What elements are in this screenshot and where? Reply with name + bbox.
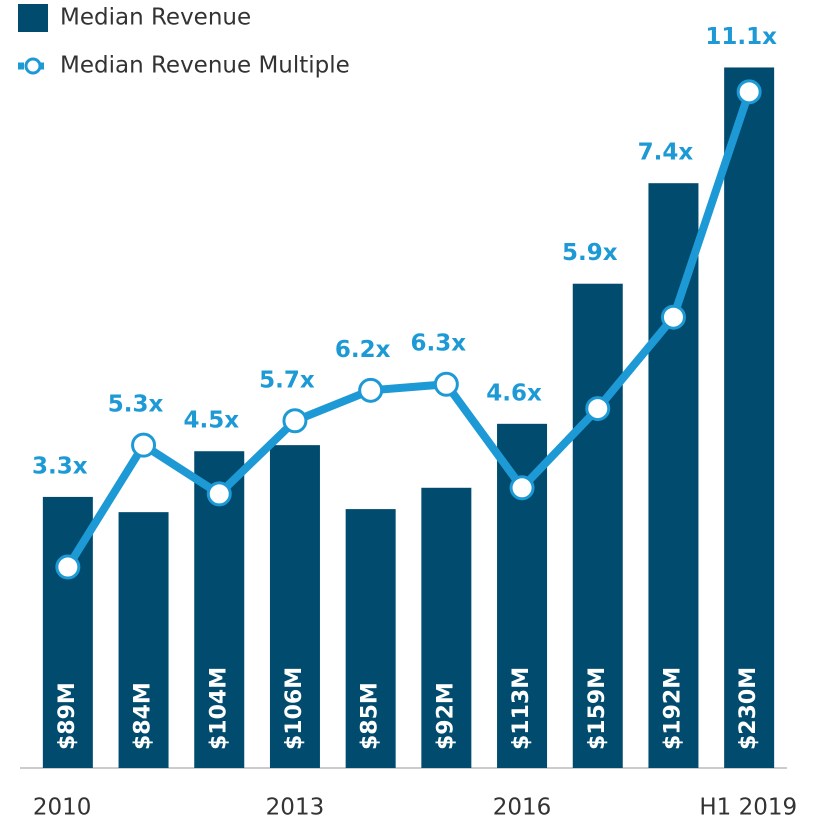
bar-label: $113M <box>509 667 534 750</box>
bar <box>118 512 169 768</box>
bar <box>572 283 623 768</box>
bar-label: $89M <box>55 682 80 750</box>
legend-swatch-bar <box>18 4 48 32</box>
line-marker <box>736 79 762 105</box>
bar-label: $92M <box>433 682 458 750</box>
x-tick-label: 2016 <box>493 795 552 821</box>
line-label: 4.6x <box>486 380 542 406</box>
legend-label: Median Revenue <box>60 5 251 31</box>
line-marker <box>433 371 459 397</box>
line-marker <box>358 377 384 403</box>
line-label: 11.1x <box>705 24 777 50</box>
bar-label: $104M <box>206 667 231 750</box>
line-label: 5.9x <box>562 240 618 266</box>
line-label: 6.2x <box>335 337 391 363</box>
line-marker <box>585 396 611 422</box>
x-tick-label: 2010 <box>33 795 92 821</box>
x-tick-label: H1 2019 <box>699 795 797 821</box>
bar-label: $159M <box>585 667 610 750</box>
bar-label: $106M <box>282 667 307 750</box>
legend-swatch-marker <box>24 57 42 75</box>
line-label: 7.4x <box>638 140 694 166</box>
bar-label: $192M <box>660 667 685 750</box>
line-label: 5.3x <box>108 392 164 418</box>
bar <box>724 67 775 769</box>
line-marker <box>55 554 81 580</box>
line-marker <box>660 304 686 330</box>
line-marker <box>131 432 157 458</box>
line-label: 5.7x <box>259 367 315 393</box>
line-marker <box>282 408 308 434</box>
bar <box>421 487 472 768</box>
bar-label: $84M <box>131 682 156 750</box>
bar <box>345 509 396 768</box>
line-marker <box>206 481 232 507</box>
bar <box>269 445 320 768</box>
line <box>64 90 753 570</box>
line-label: 6.3x <box>411 331 467 357</box>
bar-label: $85M <box>358 682 383 750</box>
x-tick-label: 2013 <box>266 795 325 821</box>
bar <box>648 183 699 768</box>
legend-label: Median Revenue Multiple <box>60 53 350 79</box>
line-label: 4.5x <box>183 408 239 434</box>
line-marker <box>509 475 535 501</box>
line-label: 3.3x <box>32 453 88 479</box>
bar-label: $230M <box>736 667 761 750</box>
